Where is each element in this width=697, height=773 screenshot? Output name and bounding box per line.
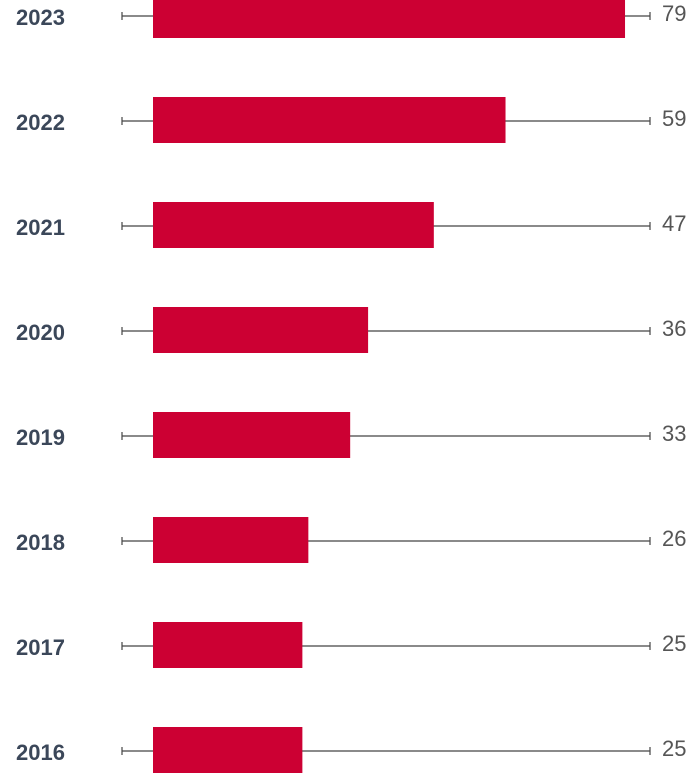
value-label: 59 [662, 106, 686, 131]
value-label: 79 [662, 1, 686, 26]
category-label: 2017 [16, 635, 65, 660]
value-label: 26 [662, 526, 686, 551]
bar [153, 202, 434, 248]
bar [153, 517, 309, 563]
category-label: 2019 [16, 425, 65, 450]
value-label: 25 [662, 736, 686, 761]
category-label: 2020 [16, 320, 65, 345]
category-label: 2023 [16, 5, 65, 30]
value-label: 33 [662, 421, 686, 446]
bar [153, 307, 369, 353]
bar [153, 622, 303, 668]
bar [153, 412, 351, 458]
category-label: 2016 [16, 740, 65, 765]
value-label: 25 [662, 631, 686, 656]
category-label: 2021 [16, 215, 65, 240]
value-label: 36 [662, 316, 686, 341]
value-label: 47 [662, 211, 686, 236]
bar [153, 727, 303, 773]
bar [153, 0, 626, 38]
category-label: 2022 [16, 110, 65, 135]
bar [153, 97, 506, 143]
category-label: 2018 [16, 530, 65, 555]
